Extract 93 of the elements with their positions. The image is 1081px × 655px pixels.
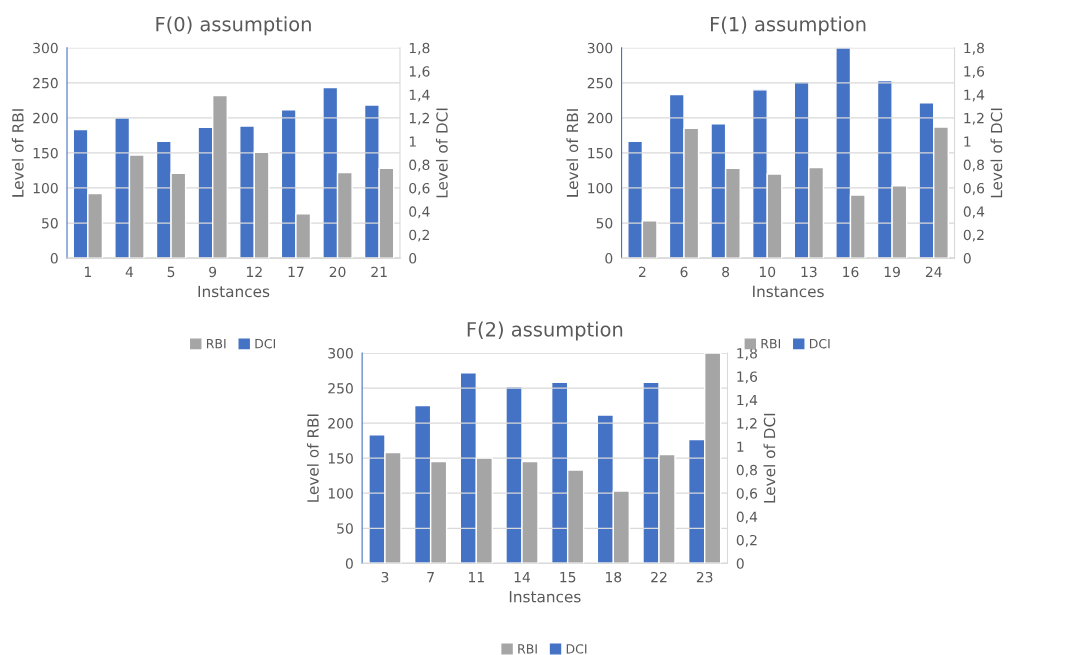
y2-tick-label: 0,8 [736, 464, 757, 477]
y2-axis-title: Level of DCI [763, 413, 776, 503]
y2-tick-label: 1,4 [964, 89, 985, 102]
y-axis-title: Level of RBI [566, 109, 579, 197]
y-tick-label: 0 [345, 558, 353, 569]
y2-tick-label: 0,6 [963, 182, 985, 195]
x-axis-title: Instances [198, 285, 270, 298]
y-tick-label: 200 [33, 112, 58, 124]
x-tick-label: 15 [560, 572, 576, 583]
y-tick-label: 0 [605, 253, 613, 264]
y-tick-label: 100 [328, 488, 353, 499]
y2-tick-label: 0,4 [409, 206, 430, 219]
x-tick-label: 13 [801, 266, 817, 278]
x-tick-label: 7 [427, 572, 434, 583]
y-tick-label: 300 [328, 348, 353, 359]
y2-tick-label: 0,2 [409, 229, 429, 242]
x-tick-label: 8 [722, 266, 730, 278]
y2-tick-label: 1 [964, 136, 971, 147]
y2-tick-label: 1,2 [737, 418, 757, 431]
y2-tick-label: 0 [963, 253, 971, 264]
y-tick-label: 50 [596, 218, 613, 229]
y2-tick-label: 1,2 [964, 112, 984, 125]
y-tick-label: 0 [50, 253, 58, 264]
y2-tick-label: 1 [737, 441, 744, 452]
y2-tick-label: 0,8 [963, 159, 984, 172]
y2-tick-label: 1,4 [409, 89, 430, 102]
chart-title: F(2) assumption [467, 321, 623, 341]
x-tick-label: 18 [606, 571, 622, 583]
x-tick-label: 24 [925, 266, 942, 277]
x-tick-label: 2 [638, 266, 646, 277]
x-tick-label: 6 [680, 266, 688, 278]
y-tick-label: 100 [588, 182, 613, 194]
y2-tick-label: 1,6 [964, 66, 985, 79]
y-tick-label: 150 [588, 147, 613, 159]
y-axis-title: Level of RBI [11, 109, 24, 197]
x-tick-label: 10 [759, 266, 776, 278]
y2-axis-title: Level of DCI [435, 108, 448, 198]
y2-tick-label: 0 [409, 253, 417, 264]
x-tick-label: 4 [125, 266, 134, 277]
y2-tick-label: 1,2 [409, 112, 429, 125]
y2-tick-label: 0,2 [963, 229, 984, 242]
y-tick-label: 250 [33, 77, 58, 89]
x-tick-label: 5 [167, 266, 175, 278]
legend-label: DCI [255, 338, 276, 349]
chart-title: F(0) assumption [156, 16, 311, 36]
legend-label: RBI [206, 339, 226, 349]
y2-tick-label: 0 [736, 558, 744, 569]
y2-tick-label: 0,6 [409, 182, 430, 195]
y-tick-label: 250 [328, 383, 353, 394]
y2-tick-label: 1,6 [737, 371, 758, 384]
y2-tick-label: 1,8 [964, 42, 984, 55]
legend-label: DCI [809, 338, 830, 349]
x-tick-label: 9 [209, 266, 217, 278]
x-axis-title: Instances [509, 591, 581, 603]
x-tick-label: 16 [843, 266, 859, 278]
legend-label: RBI [761, 339, 781, 349]
y2-tick-label: 1 [409, 136, 416, 147]
legend-label: RBI [518, 644, 537, 654]
y2-tick-label: 0,4 [963, 206, 985, 219]
y2-tick-label: 1,8 [409, 42, 430, 55]
x-tick-label: 11 [469, 572, 484, 583]
x-tick-label: 14 [514, 572, 531, 583]
y-axis-title: Level of RBI [306, 414, 319, 502]
y2-tick-label: 1,6 [409, 66, 430, 79]
x-tick-label: 12 [246, 266, 262, 277]
x-tick-label: 1 [84, 266, 91, 277]
y-tick-label: 150 [328, 453, 353, 464]
y2-tick-label: 1,4 [737, 394, 758, 407]
y2-axis-title: Level of DCI [990, 108, 1003, 198]
y2-tick-label: 0,2 [736, 534, 757, 547]
y-tick-label: 200 [587, 112, 613, 124]
y-tick-label: 250 [587, 77, 613, 89]
x-tick-label: 23 [696, 571, 713, 583]
x-tick-label: 17 [288, 266, 304, 277]
y2-tick-label: 0,8 [409, 159, 430, 172]
y-tick-label: 200 [328, 418, 353, 429]
y2-tick-label: 0,4 [736, 511, 758, 524]
y-tick-label: 100 [33, 182, 58, 194]
y-tick-label: 50 [42, 218, 58, 229]
x-tick-label: 3 [381, 571, 389, 583]
x-tick-label: 21 [371, 266, 387, 277]
y2-tick-label: 0,6 [736, 488, 758, 501]
y-tick-label: 150 [33, 147, 58, 159]
x-tick-label: 19 [884, 266, 900, 278]
x-tick-label: 22 [651, 571, 667, 583]
y-tick-label: 300 [33, 42, 58, 54]
chart-title: F(1) assumption [710, 16, 866, 36]
y-tick-label: 50 [337, 523, 353, 534]
y-tick-label: 300 [587, 42, 613, 54]
y2-tick-label: 1,8 [737, 348, 757, 360]
x-axis-title: Instances [753, 285, 824, 298]
legend-label: DCI [566, 644, 587, 654]
x-tick-label: 20 [329, 266, 346, 278]
